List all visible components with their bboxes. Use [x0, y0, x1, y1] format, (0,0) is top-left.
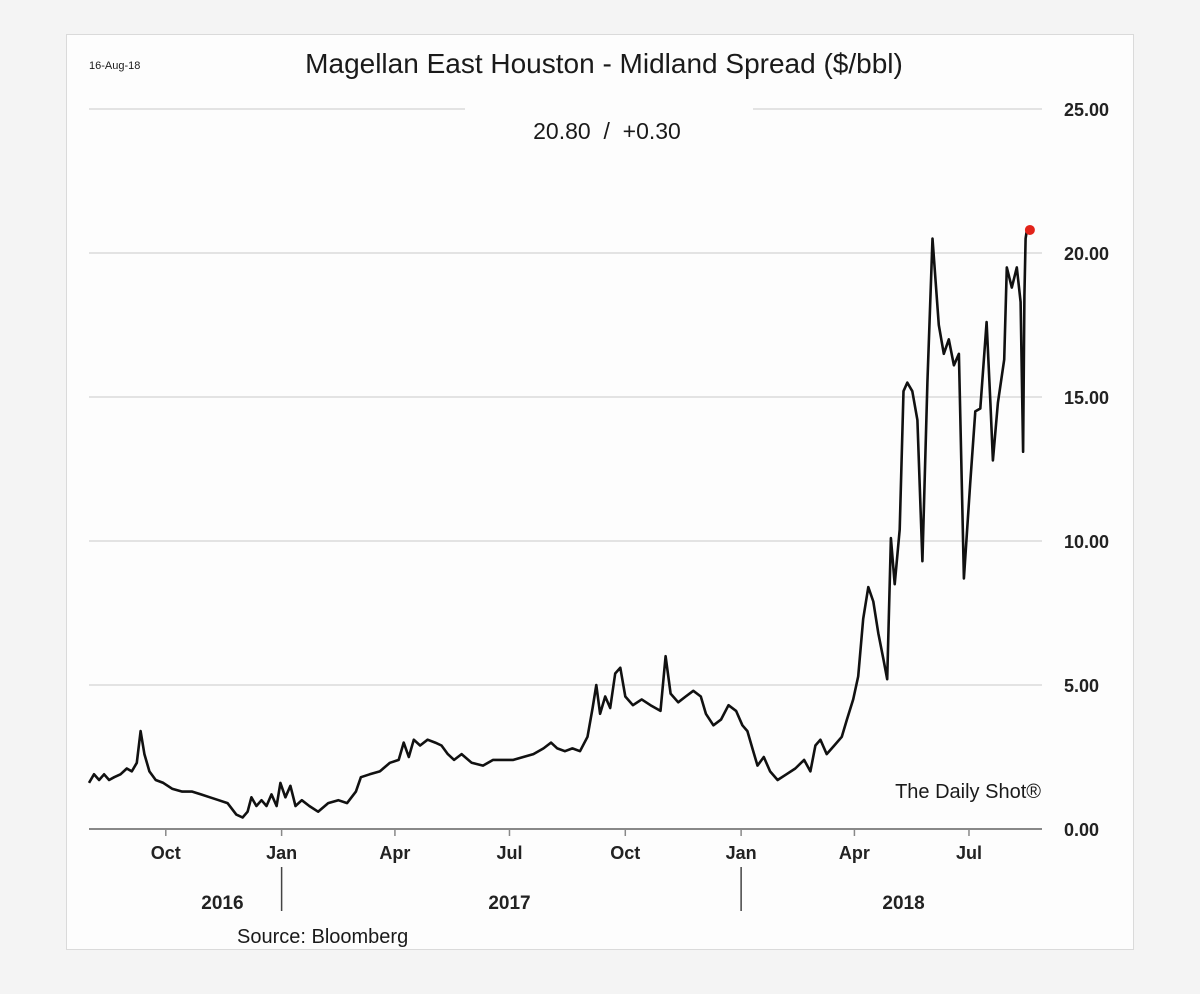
- x-tick-label: Jan: [726, 843, 757, 863]
- x-tick-label: Oct: [151, 843, 181, 863]
- year-label: 2016: [201, 893, 243, 914]
- chart-title: Magellan East Houston - Midland Spread (…: [305, 48, 903, 79]
- year-label: 2018: [882, 893, 924, 914]
- x-tick-label: Jan: [266, 843, 297, 863]
- x-axis: Oct Jan Apr Jul Oct Jan Apr Jul 2016 2017 2018: [89, 828, 1042, 914]
- x-tick-label: Jul: [496, 843, 522, 863]
- series-line: [87, 229, 1029, 819]
- year-label: 2017: [488, 893, 530, 914]
- y-tick-label: 0.00: [1064, 820, 1099, 840]
- date-label: 16-Aug-18: [89, 60, 140, 72]
- line-chart: 0.00 5.00 10.00 15.00 20.00 25.00 Oct Jan Apr Ju…: [87, 48, 1109, 948]
- y-tick-label: 5.00: [1064, 676, 1099, 696]
- last-point-marker: [1024, 224, 1035, 235]
- last-value-readout: 20.80 / +0.30: [533, 118, 681, 144]
- y-tick-label: 10.00: [1064, 532, 1109, 552]
- y-tick-label: 15.00: [1064, 388, 1109, 408]
- source-label: Source: Bloomberg: [237, 926, 408, 948]
- x-tick-label: Apr: [379, 843, 410, 863]
- y-tick-label: 25.00: [1064, 100, 1109, 120]
- y-axis: 0.00 5.00 10.00 15.00 20.00 25.00: [1064, 100, 1109, 840]
- watermark: The Daily Shot®: [895, 781, 1041, 803]
- grid-lines: [89, 108, 1042, 686]
- chart-frame: 0.00 5.00 10.00 15.00 20.00 25.00 Oct Jan Apr Ju…: [66, 34, 1134, 950]
- x-tick-label: Oct: [610, 843, 640, 863]
- y-tick-label: 20.00: [1064, 244, 1109, 264]
- x-tick-label: Jul: [956, 843, 982, 863]
- x-tick-label: Apr: [839, 843, 870, 863]
